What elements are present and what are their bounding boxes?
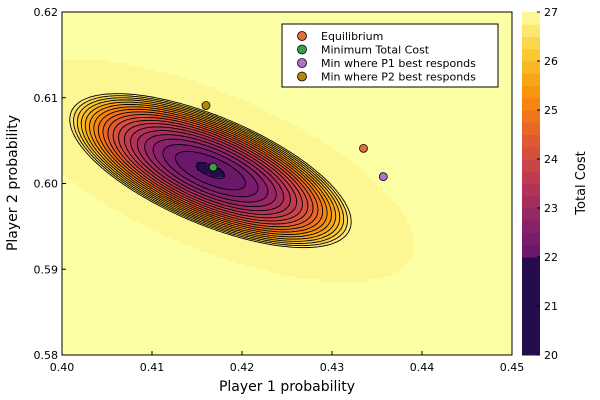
- legend-label: Minimum Total Cost: [321, 44, 430, 57]
- colorbar-segment: [522, 146, 540, 160]
- colorbar-segment: [522, 12, 540, 25]
- colorbar-tick-label: 25: [544, 104, 558, 117]
- contour-line-7: [123, 123, 298, 219]
- x-tick-label: 0.41: [140, 361, 165, 374]
- axes: 0.40 0.41 0.42 0.43 0.44 0.45 0.58 0.59 0.60 0.61…: [34, 6, 525, 374]
- colorbar-segment: [522, 159, 540, 172]
- colorbar-label: Total Cost: [574, 151, 589, 215]
- markers: [201, 101, 388, 182]
- y-tick-label: 0.60: [34, 178, 59, 191]
- contour-line-3: [152, 138, 269, 203]
- contour-line-10: [107, 114, 314, 228]
- contour-line-14: [89, 103, 332, 238]
- contour-line-6: [130, 126, 291, 215]
- legend-marker: [297, 44, 307, 55]
- colorbar-segment: [522, 257, 540, 356]
- legend-label: Equilibrium: [321, 30, 383, 43]
- y-tick-label: 0.58: [34, 349, 59, 362]
- colorbar-segment: [522, 134, 540, 148]
- x-tick-label: 0.40: [50, 361, 75, 374]
- legend-label: Min where P1 best responds: [321, 57, 476, 70]
- marker-min-where-p1-best-responds: [378, 172, 388, 182]
- colorbar-segment: [522, 85, 540, 99]
- legend-marker: [297, 58, 307, 68]
- colorbar-segment: [522, 36, 540, 50]
- legend-box: [281, 23, 499, 88]
- colorbar-segment: [522, 73, 540, 86]
- colorbar-segment: [522, 244, 540, 258]
- contour-line-5: [136, 130, 285, 212]
- marker-equilibrium: [359, 143, 368, 153]
- contour-line-18: [73, 95, 348, 247]
- colorbar-tick-label: 21: [544, 300, 558, 313]
- legend-marker: [297, 31, 307, 41]
- colorbar-segment: [522, 110, 540, 123]
- colorbar-tick-label: 20: [544, 349, 558, 362]
- colorbar-tick-label: 24: [544, 153, 558, 166]
- colorbar-tick-label: 27: [544, 6, 558, 19]
- colorbar-segment: [522, 208, 540, 221]
- contour-line-11: [102, 111, 319, 230]
- y-tick-label: 0.62: [34, 6, 59, 19]
- colorbar-tick-label: 26: [544, 55, 558, 68]
- legend-label: Min where P2 best responds: [321, 71, 476, 84]
- x-tick-label: 0.44: [410, 361, 435, 374]
- contour-line-1: [174, 150, 247, 191]
- contour-line-16: [80, 99, 341, 242]
- contour-line-15: [84, 101, 337, 240]
- y-tick-label: 0.59: [34, 263, 59, 276]
- x-tick-label: 0.45: [500, 361, 525, 374]
- colorbar-segment: [522, 171, 540, 184]
- colorbar-segment: [522, 195, 540, 209]
- contour-line-13: [93, 106, 328, 235]
- colorbar-segment: [522, 61, 540, 74]
- colorbar-tick-label: 23: [544, 202, 558, 215]
- y-axis-label: Player 2 probability: [5, 115, 21, 251]
- contour-line-2: [162, 144, 259, 198]
- contour-lines: [69, 93, 352, 249]
- contour-line-8: [118, 119, 303, 222]
- marker-minimum-total-cost: [208, 162, 218, 172]
- colorbar: 20 21 22 23 24 25 26 27: [522, 6, 558, 362]
- contour-line-17: [76, 97, 345, 244]
- y-tick-label: 0.61: [34, 92, 59, 105]
- x-tick-label: 0.43: [320, 361, 345, 374]
- x-tick-label: 0.42: [230, 361, 255, 374]
- colorbar-segment: [522, 183, 540, 197]
- contour-line-4: [144, 134, 277, 208]
- legend-marker: [297, 71, 307, 82]
- colorbar-segment: [522, 48, 540, 62]
- colorbar-segment: [522, 220, 540, 233]
- colorbar-segment: [522, 232, 540, 246]
- colorbar-segment: [522, 97, 540, 111]
- contour-line-9: [112, 116, 309, 225]
- colorbar-tick-label: 22: [544, 251, 558, 264]
- marker-min-where-p2-best-responds: [201, 101, 211, 110]
- contour-line-12: [97, 108, 324, 233]
- contour-line-19: [69, 93, 352, 249]
- colorbar-segment: [522, 24, 540, 37]
- x-axis-label: Player 1 probability: [219, 379, 355, 395]
- colorbar-segment: [522, 122, 540, 135]
